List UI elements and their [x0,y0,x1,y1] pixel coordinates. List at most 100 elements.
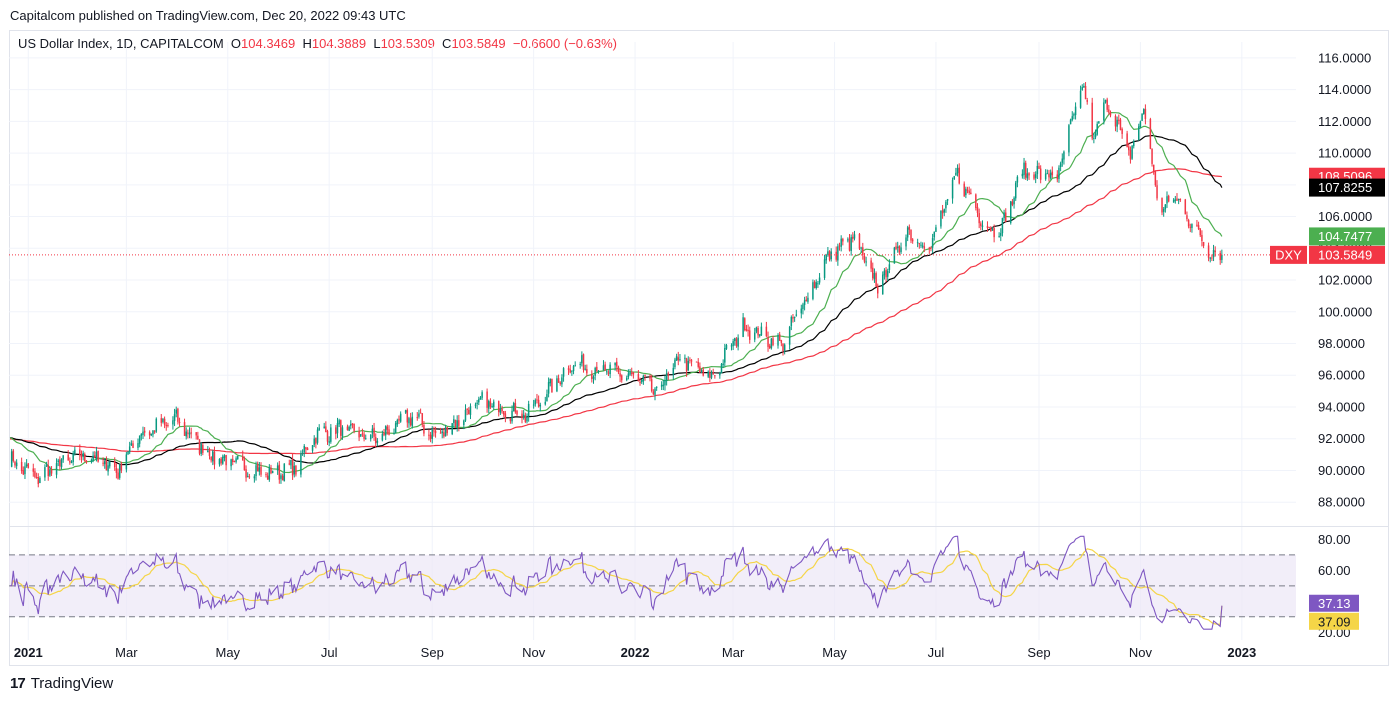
candle-body [1108,109,1110,113]
candle-body [27,463,30,468]
candle-body [672,367,675,375]
candle-body [921,245,924,247]
candle-body [125,454,128,470]
candle-body [1026,173,1029,179]
candle-body [625,377,628,381]
candle-body [875,273,877,287]
candle-body [351,423,354,425]
candle-body [569,369,571,373]
candle-body [220,458,222,464]
candle-body [931,238,934,248]
candle-body [418,413,420,417]
candle-body [1069,119,1072,125]
candle-body [280,475,282,479]
candle-body [1126,133,1128,148]
moving-averages [9,111,1223,474]
candle-body [991,228,994,231]
candle-body [963,183,965,197]
candle-body [120,464,123,471]
candle-body [850,237,852,251]
candle-body [1093,137,1095,139]
candle-body [132,443,134,449]
candle-body [793,316,796,318]
candle-body [965,188,967,196]
price-axis: 116.0000114.0000112.0000110.0000108.0000… [1318,50,1372,509]
candle-body [1116,119,1118,127]
rsi-tag-box [1309,612,1359,630]
price-tick-label: 102.0000 [1318,273,1372,288]
candle-body [1049,172,1052,179]
candle-body [1191,224,1193,228]
candle-body [47,465,49,477]
candle-body [667,373,670,376]
candle-body [45,465,48,467]
candle-body [1114,115,1117,127]
candle-body [514,403,517,413]
candle-body [271,471,274,474]
candle-body [1071,116,1074,120]
candle-body [32,468,35,472]
candle-body [113,461,116,468]
candle-body [245,469,247,478]
candle-body [288,463,291,465]
candle-body [980,223,982,226]
candle-body [1016,176,1019,183]
candle-body [1084,85,1087,100]
time-tick-label: Jul [928,645,945,660]
ohlc-legend: US Dollar Index, 1D, CAPITALCOM O104.346… [18,36,617,51]
candle-body [423,424,425,434]
candle-body [1149,119,1152,149]
candle-body [1161,198,1163,213]
candle-body [369,434,372,440]
candle-body [689,359,691,361]
tradingview-brand[interactable]: 17 TradingView [10,675,113,692]
candle-body [685,358,688,372]
candle-body [1104,99,1107,103]
candle-body [489,401,492,407]
candle-body [1024,162,1027,178]
candle-body [953,176,955,180]
candle-body [1063,151,1065,160]
candle-body [1199,228,1202,236]
candle-body [346,426,349,431]
candle-body [421,413,424,425]
candle-body [714,375,716,377]
candle-body [439,432,442,434]
candle-body [1142,109,1145,114]
time-tick-label: 2021 [14,645,43,660]
candle-body [911,239,914,242]
candle-body [441,431,443,434]
candle-body [311,445,314,451]
chart-frame [9,30,1389,666]
candle-body [1096,123,1098,135]
candle-body [59,459,61,467]
candle-body [1128,146,1130,151]
candle-body [358,431,360,438]
candle-body [848,238,851,251]
candle-body [1186,215,1188,220]
candle-body [795,314,798,316]
candle-body [561,377,563,385]
candle-body [1106,99,1108,110]
rsi-line [10,535,1223,630]
candle-body [416,417,419,419]
candle-body [1166,196,1168,204]
candle-body [596,366,598,372]
candle-body [862,247,864,256]
candle-body [637,374,640,382]
candle-body [348,426,350,431]
candle-body [607,372,610,374]
candle-body [236,455,239,460]
candle-body [328,441,330,443]
candle-body [491,406,493,408]
candle-body [1056,174,1059,180]
candle-body [557,378,560,383]
candle-body [57,460,59,462]
candle-body [695,361,698,363]
candle-body [1214,250,1216,253]
candle-body [1133,141,1135,147]
high-value: 104.3889 [311,36,367,51]
candle-body [456,420,458,427]
price-tick-label: 110.0000 [1318,146,1371,161]
